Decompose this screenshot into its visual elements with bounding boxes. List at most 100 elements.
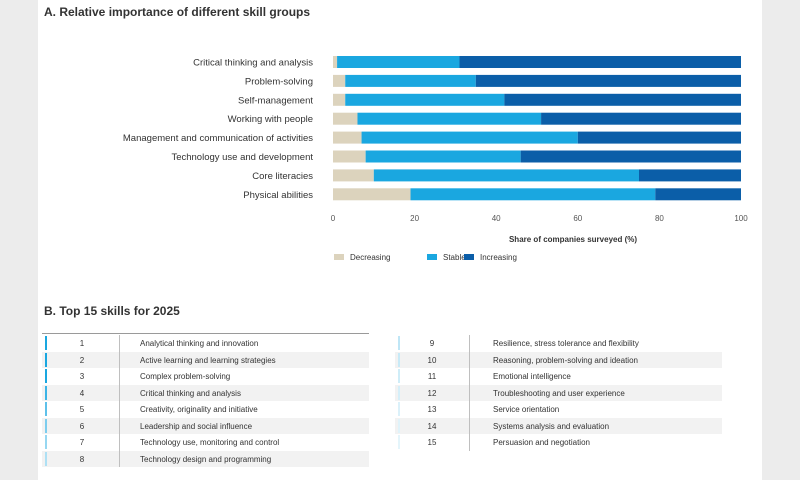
- category-label: Self-management: [238, 95, 313, 106]
- rank-accent-bar: [45, 402, 47, 416]
- skill-name: Critical thinking and analysis: [140, 388, 241, 398]
- x-tick-label: 80: [655, 214, 664, 223]
- column-separator: [119, 417, 120, 434]
- bar-segment: [361, 131, 578, 144]
- column-separator: [469, 417, 470, 434]
- rank-accent-bar: [398, 402, 400, 416]
- skill-rank: 6: [79, 421, 85, 431]
- skill-rank: 1: [79, 339, 85, 348]
- column-separator: [469, 401, 470, 418]
- legend-swatch: [334, 254, 344, 260]
- x-axis-label: Share of companies surveyed (%): [509, 235, 637, 244]
- column-separator: [469, 384, 470, 401]
- bar-segment: [333, 93, 346, 106]
- table-top-rule-left: [42, 333, 369, 334]
- column-separator: [469, 351, 470, 368]
- category-label: Problem-solving: [245, 76, 313, 87]
- skill-name: Leadership and social influence: [140, 421, 253, 431]
- column-separator: [119, 434, 120, 451]
- section-a-title: A. Relative importance of different skil…: [44, 5, 311, 19]
- legend-label: Increasing: [480, 253, 517, 262]
- table-row: 1 Analytical thinking and innovation: [42, 335, 369, 352]
- rank-accent-bar: [45, 418, 47, 433]
- table-row: 5 Creativity, originality and initiative: [42, 401, 369, 418]
- bar-segment: [655, 188, 741, 201]
- table-row: 6 Leadership and social influence: [42, 417, 369, 434]
- bar-segment: [373, 169, 639, 182]
- rank-accent-bar: [45, 385, 47, 400]
- bar-segment: [333, 169, 374, 182]
- table-row: 12 Troubleshooting and user experience: [395, 384, 722, 401]
- rank-accent-bar: [45, 369, 47, 383]
- bar-segment: [333, 74, 346, 87]
- column-separator: [119, 335, 120, 352]
- section-b-title: B. Top 15 skills for 2025: [44, 304, 180, 318]
- skill-name: Persuasion and negotiation: [493, 438, 590, 447]
- rank-accent-bar: [398, 418, 400, 433]
- x-tick-label: 20: [410, 214, 419, 223]
- skill-rank: 4: [79, 388, 85, 398]
- bar-segment: [459, 56, 741, 68]
- category-label: Physical abilities: [243, 190, 313, 201]
- bar-segment: [520, 150, 741, 163]
- skill-name: Active learning and learning strategies: [140, 355, 276, 365]
- rank-accent-bar: [45, 336, 47, 350]
- legend-label: Stable: [443, 253, 466, 262]
- skill-name: Resilience, stress tolerance and flexibi…: [493, 339, 639, 348]
- table-row: 13 Service orientation: [395, 401, 722, 418]
- column-separator: [469, 434, 470, 451]
- skill-name: Systems analysis and evaluation: [493, 421, 610, 431]
- table-row: 4 Critical thinking and analysis: [42, 384, 369, 401]
- skill-name: Technology use, monitoring and control: [140, 438, 280, 447]
- bar-segment: [337, 56, 460, 68]
- skill-rank: 3: [79, 372, 85, 381]
- bar-segment: [333, 150, 366, 163]
- column-separator: [469, 335, 470, 352]
- x-tick-label: 40: [492, 214, 501, 223]
- rank-accent-bar: [45, 352, 47, 367]
- category-label: Technology use and development: [171, 152, 313, 163]
- rank-accent-bar: [398, 385, 400, 400]
- category-label: Working with people: [228, 114, 313, 125]
- category-label: Core literacies: [252, 171, 313, 182]
- legend-swatch: [427, 254, 437, 260]
- bar-segment: [541, 112, 741, 125]
- rank-accent-bar: [45, 451, 47, 466]
- skill-name: Service orientation: [493, 405, 560, 414]
- legend-label: Decreasing: [350, 253, 390, 262]
- skill-name: Reasoning, problem-solving and ideation: [493, 355, 638, 365]
- skill-name: Analytical thinking and innovation: [140, 339, 259, 348]
- skill-rank: 5: [79, 405, 85, 414]
- skill-rank: 9: [429, 339, 435, 348]
- bar-segment: [504, 93, 741, 106]
- bar-segment: [365, 150, 521, 163]
- table-row: 11 Emotional intelligence: [395, 368, 722, 385]
- column-separator: [469, 368, 470, 385]
- column-separator: [119, 450, 120, 467]
- page: A. Relative importance of different skil…: [38, 0, 762, 480]
- skill-rank: 15: [427, 438, 437, 447]
- rank-accent-bar: [45, 435, 47, 449]
- table-row: 15 Persuasion and negotiation: [395, 434, 722, 451]
- column-separator: [119, 401, 120, 418]
- category-label: Management and communication of activiti…: [123, 133, 313, 144]
- bar-segment: [357, 112, 542, 125]
- skill-rank: 14: [427, 421, 437, 431]
- table-row: 3 Complex problem-solving: [42, 368, 369, 385]
- bar-segment: [475, 74, 741, 87]
- skill-name: Complex problem-solving: [140, 372, 231, 381]
- skill-rank: 13: [427, 405, 437, 414]
- table-row: 9 Resilience, stress tolerance and flexib…: [395, 335, 722, 352]
- table-row: 7 Technology use, monitoring and control: [42, 434, 369, 451]
- rank-accent-bar: [398, 352, 400, 367]
- bar-segment: [333, 131, 362, 144]
- skill-rank: 7: [79, 438, 85, 447]
- table-row: 8 Technology design and programming: [42, 450, 369, 467]
- bar-segment: [345, 93, 505, 106]
- category-label: Critical thinking and analysis: [193, 58, 313, 69]
- skill-rank: 12: [427, 388, 437, 398]
- skill-name: Creativity, originality and initiative: [140, 405, 258, 414]
- skill-rank: 10: [427, 355, 437, 365]
- table-row: 14 Systems analysis and evaluation: [395, 417, 722, 434]
- stacked-bar-chart: Critical thinking and analysis Problem-so…: [123, 56, 748, 262]
